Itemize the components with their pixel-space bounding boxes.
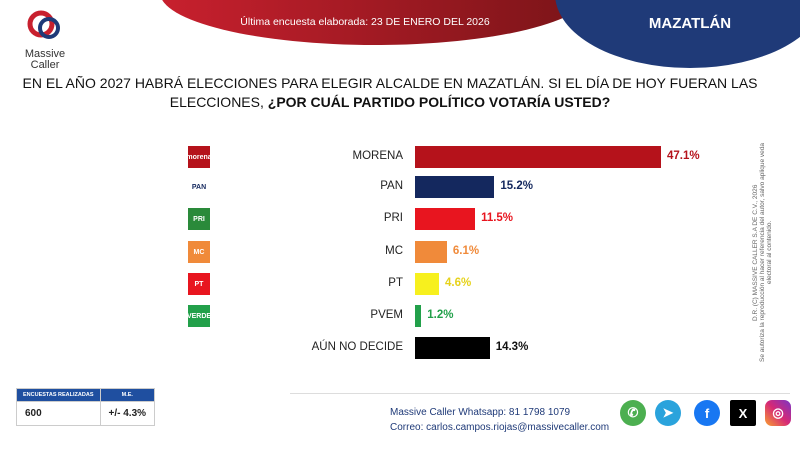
value-label: 6.1% [452,245,480,257]
value-label: 4.6% [445,277,472,289]
bar [415,337,490,359]
city-title: MAZATLÁN [648,15,732,32]
divider [290,393,790,394]
survey-table: ENCUESTAS REALIZADAS M.E. 600 +/- 4.3% [16,388,156,426]
pan-logo-icon: PAN [188,176,210,198]
value-label: 47.1% [667,150,700,162]
massive-caller-logo: Massive Caller [15,8,75,71]
value-label: 15.2% [500,180,533,192]
question-text: EN EL AÑO 2027 HABRÁ ELECCIONES PARA ELE… [22,75,758,110]
bar [415,208,476,230]
bar [415,241,447,263]
category-label: PRI [383,212,403,224]
bar [415,146,661,168]
x-icon[interactable]: X [730,400,756,426]
bar [415,305,422,327]
category-label: PVEM [370,309,403,321]
value-label: 1.2% [427,309,454,321]
survey-date: Última encuesta elaborada: 23 DE ENERO D… [240,16,490,28]
category-label: MORENA [352,150,403,162]
logo-icon [27,10,60,39]
category-label: MC [385,245,403,257]
value-label: 14.3% [495,341,529,353]
telegram-icon[interactable]: ➤ [655,400,681,426]
value-label: 11.5% [481,212,514,224]
contact-info: Massive Caller Whatsapp: 81 1798 1079 Co… [390,407,610,433]
pvem-logo-icon: VERDE [187,305,211,327]
copyright: D.R. (C) MASSIVE CALLER S.A DE C.V., 202… [752,143,773,362]
category-label: PAN [380,180,403,192]
bar [415,176,495,198]
morena-logo-icon: morena [186,146,212,168]
whatsapp-icon[interactable]: ✆ [620,400,646,426]
facebook-icon[interactable]: f [694,400,720,426]
email-link[interactable]: carlos.campos.riojas@massivecaller.com [426,422,610,433]
category-label: PT [388,277,403,289]
pri-logo-icon: PRI [188,208,210,230]
instagram-icon[interactable]: ◎ [765,400,791,426]
category-label: AÚN NO DECIDE [311,341,403,353]
pt-logo-icon: PT [188,273,210,295]
bar [415,273,440,295]
mc-logo-icon: MC [188,241,210,263]
header-blue-band [555,0,800,68]
